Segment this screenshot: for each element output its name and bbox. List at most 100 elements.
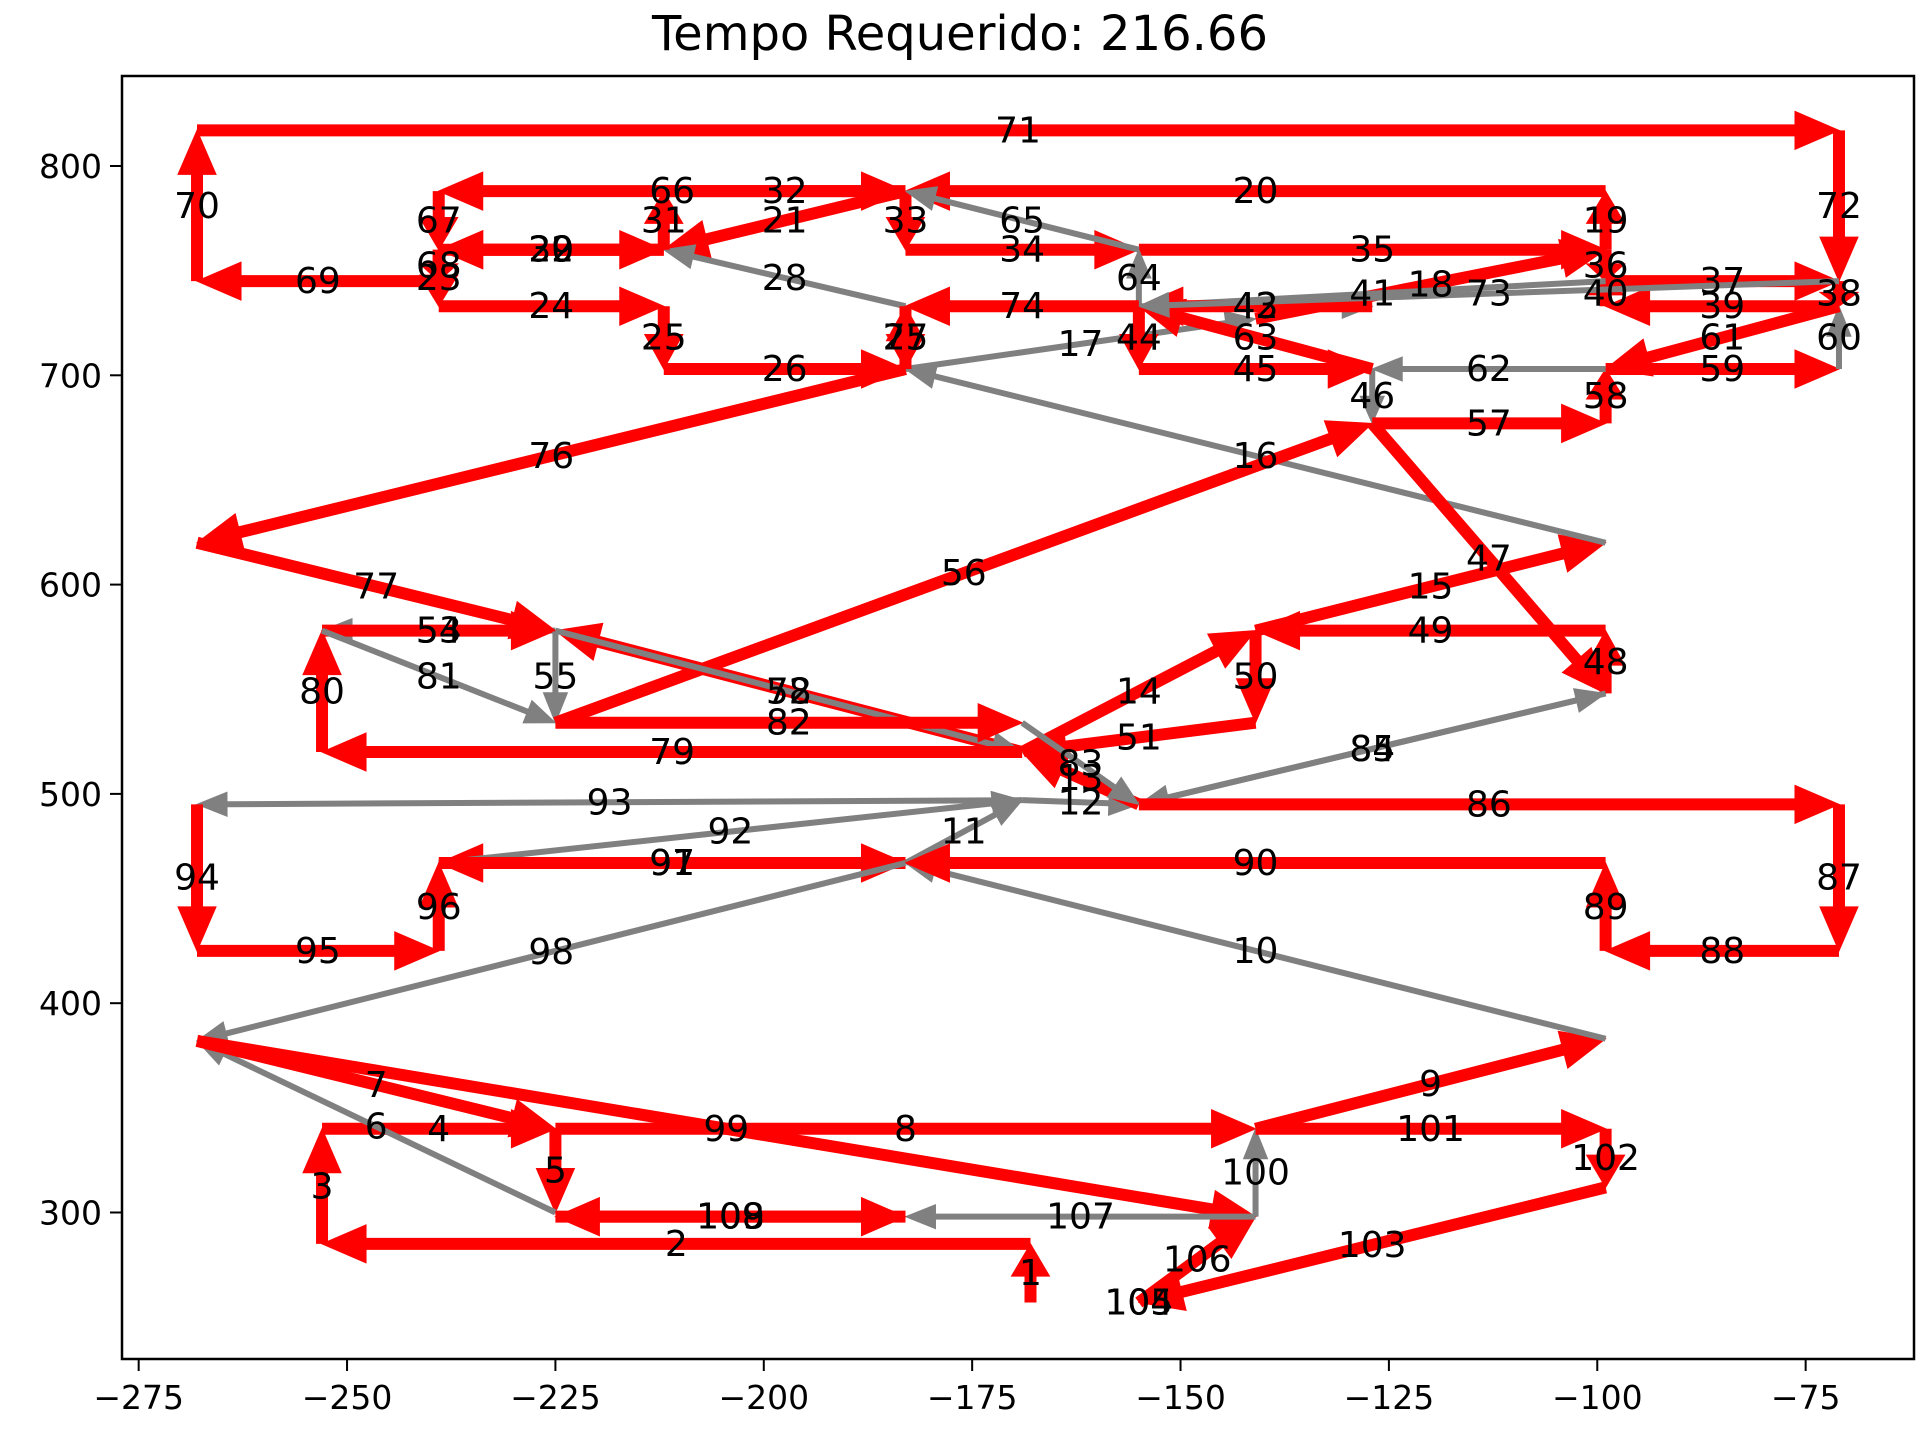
segment-label: 72	[1816, 186, 1862, 227]
segment-label: 102	[1571, 1138, 1640, 1179]
segment-label: 34	[999, 230, 1045, 271]
segment-label: 59	[1699, 349, 1745, 390]
segment-label: 101	[1396, 1109, 1465, 1150]
x-tick-label: −75	[1771, 1378, 1841, 1417]
segment-label: 95	[295, 931, 341, 972]
segment-arrow	[555, 1109, 1257, 1149]
segment-label: 42	[1233, 286, 1279, 327]
x-tick-label: −200	[718, 1378, 809, 1417]
x-tick-label: −250	[302, 1378, 393, 1417]
segment-label: 109	[696, 1197, 765, 1238]
segment-arrow	[904, 286, 1139, 326]
segment-label: 97	[649, 843, 695, 884]
x-tick-label: −125	[1344, 1378, 1435, 1417]
segment-label: 50	[1233, 657, 1279, 698]
segment-arrow	[1370, 356, 1606, 382]
segment-label: 73	[1466, 274, 1512, 315]
segment-label: 20	[1233, 171, 1279, 212]
segment-label: 93	[587, 782, 633, 823]
segment-label: 103	[1338, 1225, 1407, 1266]
segment-label: 94	[174, 858, 220, 899]
segment-label: 84	[1349, 729, 1395, 770]
segment-arrow	[197, 110, 1841, 151]
segment-arrow	[1020, 720, 1140, 806]
segment-label: 22	[528, 230, 574, 271]
segment-label: 67	[416, 200, 462, 241]
segment-label: 9	[1419, 1064, 1442, 1105]
segment-label: 4	[427, 1109, 450, 1150]
chart-title: Tempo Requerido: 216.66	[652, 6, 1268, 62]
segment-arrow	[437, 171, 906, 211]
segment-label: 25	[641, 318, 687, 359]
segment-arrow	[302, 1127, 342, 1244]
segment-label: 51	[1116, 717, 1162, 758]
segment-arrow	[1235, 630, 1276, 724]
segment-label: 11	[941, 812, 987, 853]
segment-label: 48	[1583, 642, 1629, 683]
segment-label: 90	[1233, 843, 1279, 884]
segment-label: 60	[1816, 318, 1862, 359]
segment-arrow	[555, 702, 1024, 743]
segment-label: 18	[1408, 264, 1454, 305]
segment-label: 44	[1116, 318, 1162, 359]
y-tick-label: 300	[39, 1193, 102, 1232]
segment-label: 69	[295, 261, 341, 302]
segment-label: 52	[766, 671, 812, 712]
segment-label: 61	[1699, 318, 1745, 359]
segment-arrow	[177, 129, 217, 282]
segment-label: 31	[641, 200, 687, 241]
segment-label: 28	[762, 258, 808, 299]
segment-arrow	[1359, 369, 1385, 425]
segment-label: 89	[1583, 887, 1629, 928]
segment-arrow	[885, 306, 926, 371]
segment-label: 5	[544, 1151, 567, 1192]
segment-label: 63	[1233, 318, 1279, 359]
segment-label: 21	[762, 200, 808, 241]
segment-arrow	[418, 861, 459, 951]
segment-label: 96	[416, 887, 462, 928]
segment-arrow	[1010, 1242, 1051, 1303]
plot-frame	[120, 74, 1916, 1361]
segment-label: 104	[1104, 1282, 1173, 1323]
segment-arrow	[904, 186, 1140, 253]
segment-label: 76	[528, 436, 574, 477]
segment-label: 81	[416, 657, 462, 698]
x-tick-label: −175	[927, 1378, 1018, 1417]
segment-arrow	[1819, 804, 1859, 953]
segment-label: 8	[894, 1109, 917, 1150]
segment-arrow	[904, 843, 1606, 883]
segment-label: 57	[1466, 403, 1512, 444]
x-tick-label: −150	[1135, 1378, 1226, 1417]
segment-label: 36	[1583, 245, 1629, 286]
segment-label: 77	[353, 567, 399, 608]
segment-label: 91	[649, 843, 695, 884]
segment-label: 68	[416, 245, 462, 286]
segment-arrow	[553, 420, 1374, 729]
segment-label: 40	[1583, 274, 1629, 315]
segment-label: 15	[1408, 567, 1454, 608]
segment-arrow	[1585, 1128, 1626, 1189]
segment-label: 98	[528, 932, 574, 973]
segment-label: 46	[1349, 376, 1395, 417]
segment-label: 2	[665, 1224, 688, 1265]
segment-arrow	[1604, 931, 1839, 971]
segment-label: 108	[696, 1197, 765, 1238]
segment-label: 65	[999, 200, 1045, 241]
segment-label: 100	[1221, 1153, 1290, 1194]
segment-arrow	[195, 261, 439, 301]
segment-arrow	[1585, 368, 1626, 424]
segment-label: 41	[1349, 274, 1395, 315]
segment-label: 13	[1058, 758, 1104, 799]
x-tick-label: −100	[1552, 1378, 1643, 1417]
segment-label: 17	[1058, 324, 1104, 365]
segment-arrow	[1242, 1127, 1269, 1217]
segment-arrow	[904, 1203, 1256, 1230]
segment-arrow	[197, 931, 440, 971]
segment-label: 82	[766, 703, 812, 744]
segment-label: 3	[311, 1166, 334, 1207]
segment-label: 35	[1349, 230, 1395, 271]
segment-label: 27	[883, 318, 929, 359]
segment-label: 106	[1163, 1240, 1232, 1281]
